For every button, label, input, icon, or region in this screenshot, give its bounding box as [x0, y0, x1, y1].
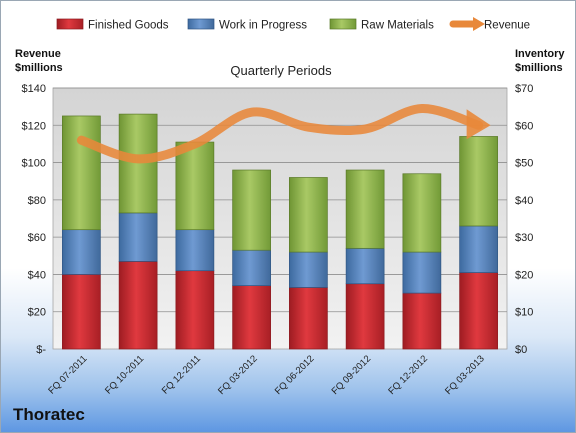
- bar-raw-materials: [402, 173, 442, 253]
- right-tick-label: $0: [515, 344, 527, 356]
- left-tick-label: $60: [28, 232, 46, 244]
- left-tick-label: $140: [22, 83, 46, 95]
- x-tick-label: FQ 09-2012: [330, 353, 374, 397]
- left-axis-label-line2: $millions: [15, 62, 63, 74]
- bar-finished-goods: [459, 272, 498, 350]
- company-name: Thoratec: [13, 405, 85, 424]
- x-tick-label: FQ 12-2011: [160, 353, 203, 396]
- bar-work-in-progress: [289, 251, 328, 288]
- left-tick-label: $-: [36, 344, 46, 356]
- right-tick-label: $50: [515, 158, 533, 170]
- revenue-arrowhead: [466, 109, 491, 140]
- x-tick-label: FQ 10-2011: [103, 353, 146, 396]
- right-tick-label: $30: [515, 232, 533, 244]
- right-axis-label-line1: Inventory: [515, 48, 565, 60]
- bar-raw-materials: [345, 169, 385, 249]
- bar-raw-materials: [289, 177, 328, 253]
- bar-finished-goods: [345, 283, 385, 350]
- right-axis-label-line2: $millions: [515, 62, 563, 74]
- legend-arrow-icon: [473, 17, 485, 31]
- legend-label-raw-materials: Raw Materials: [361, 20, 434, 32]
- bar-finished-goods: [289, 287, 328, 350]
- bar-work-in-progress: [345, 247, 385, 285]
- bar-finished-goods: [232, 285, 271, 350]
- right-tick-label: $40: [515, 195, 533, 207]
- legend-label-work-in-progress: Work in Progress: [219, 20, 307, 32]
- x-tick-label: FQ 03-2012: [216, 353, 260, 397]
- left-tick-label: $20: [28, 307, 46, 319]
- legend-swatch-finished-goods: [56, 18, 84, 30]
- right-tick-label: $60: [515, 120, 533, 132]
- left-tick-label: $100: [22, 158, 46, 170]
- bar-raw-materials: [175, 141, 215, 231]
- bar-work-in-progress: [175, 229, 215, 272]
- bar-work-in-progress: [62, 229, 101, 275]
- bar-finished-goods: [402, 292, 442, 350]
- revenue-line: [76, 104, 491, 164]
- bar-work-in-progress: [402, 251, 442, 294]
- stacked-bars: [62, 113, 498, 350]
- x-tick-label: FQ 06-2012: [273, 353, 317, 397]
- legend: Finished Goods Work in Progress Raw Materi…: [56, 17, 530, 32]
- bar-raw-materials: [118, 113, 158, 214]
- legend-label-revenue: Revenue: [484, 20, 530, 32]
- bar-raw-materials: [62, 115, 101, 231]
- right-tick-label: $20: [515, 269, 533, 281]
- bar-raw-materials: [232, 169, 271, 251]
- left-tick-label: $40: [28, 269, 46, 281]
- right-tick-label: $70: [515, 83, 533, 95]
- x-tick-label: FQ 07-2011: [46, 353, 89, 396]
- right-tick-label: $10: [515, 307, 533, 319]
- bar-work-in-progress: [118, 212, 158, 262]
- bar-work-in-progress: [232, 249, 271, 286]
- legend-swatch-raw-materials: [329, 18, 357, 30]
- legend-swatch-work-in-progress: [187, 18, 215, 30]
- bar-work-in-progress: [459, 225, 498, 273]
- chart-title: Quarterly Periods: [230, 63, 332, 78]
- left-axis-label-line1: Revenue: [15, 48, 61, 60]
- left-tick-label: $120: [22, 120, 46, 132]
- x-tick-label: FQ 03-2013: [443, 353, 487, 397]
- bar-raw-materials: [459, 136, 498, 227]
- bar-finished-goods: [175, 270, 215, 350]
- left-tick-label: $80: [28, 195, 46, 207]
- bar-finished-goods: [62, 274, 101, 350]
- legend-label-finished-goods: Finished Goods: [88, 20, 169, 32]
- bar-finished-goods: [118, 261, 158, 350]
- series-line-revenue: [76, 104, 484, 164]
- x-tick-label: FQ 12-2012: [386, 353, 430, 397]
